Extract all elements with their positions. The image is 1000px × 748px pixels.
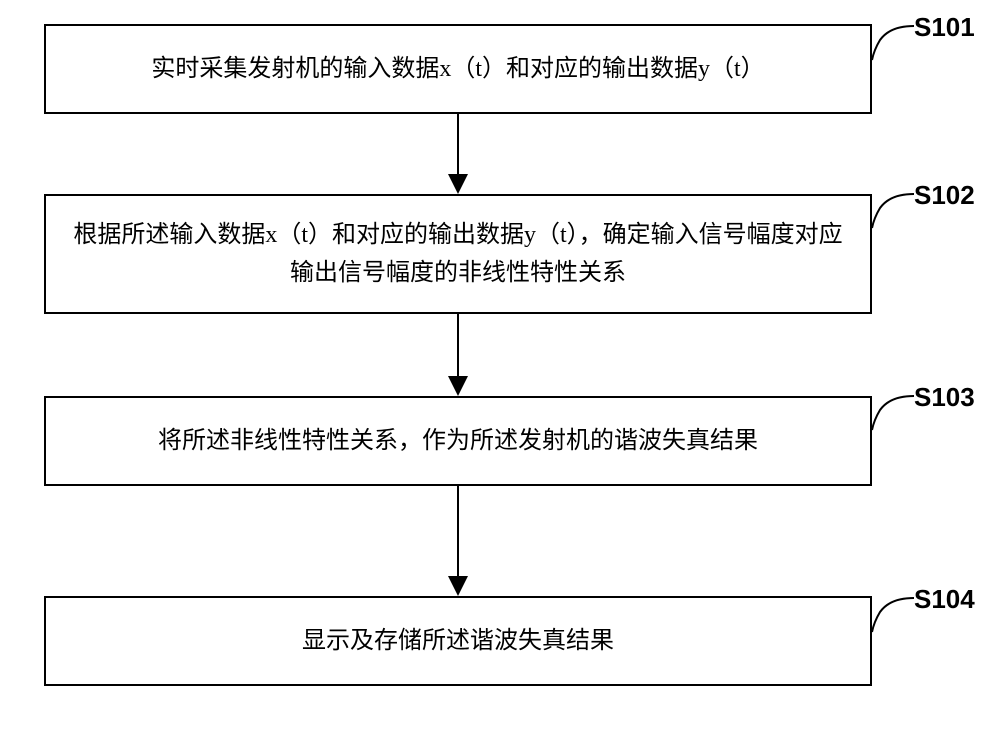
label-connector-3 bbox=[872, 396, 914, 430]
flowchart-canvas: 实时采集发射机的输入数据x（t）和对应的输出数据y（t） 根据所述输入数据x（t… bbox=[0, 0, 1000, 748]
flow-node-1-text: 实时采集发射机的输入数据x（t）和对应的输出数据y（t） bbox=[151, 50, 764, 88]
flow-node-4: 显示及存储所述谐波失真结果 bbox=[44, 596, 872, 686]
step-label-s102: S102 bbox=[914, 180, 975, 211]
step-label-s104: S104 bbox=[914, 584, 975, 615]
step-label-s103: S103 bbox=[914, 382, 975, 413]
flow-node-4-text: 显示及存储所述谐波失真结果 bbox=[302, 622, 614, 660]
flow-node-3-text: 将所述非线性特性关系，作为所述发射机的谐波失真结果 bbox=[158, 422, 758, 460]
label-connector-2 bbox=[872, 194, 914, 228]
step-label-s101: S101 bbox=[914, 12, 975, 43]
flow-node-1: 实时采集发射机的输入数据x（t）和对应的输出数据y（t） bbox=[44, 24, 872, 114]
flow-node-3: 将所述非线性特性关系，作为所述发射机的谐波失真结果 bbox=[44, 396, 872, 486]
label-connector-4 bbox=[872, 598, 914, 632]
flow-node-2: 根据所述输入数据x（t）和对应的输出数据y（t），确定输入信号幅度对应输出信号幅… bbox=[44, 194, 872, 314]
label-connector-1 bbox=[872, 26, 914, 60]
flow-node-2-text: 根据所述输入数据x（t）和对应的输出数据y（t），确定输入信号幅度对应输出信号幅… bbox=[66, 216, 850, 293]
